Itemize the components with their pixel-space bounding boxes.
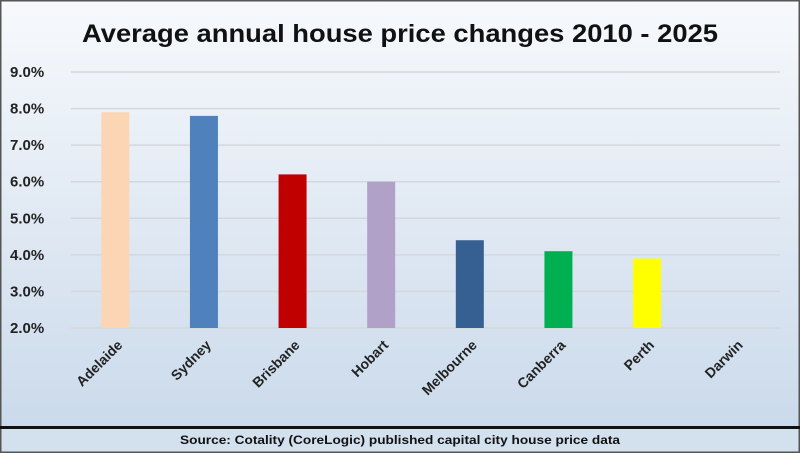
bar-melbourne	[455, 240, 484, 328]
y-axis-ticks: 2.0% 3.0% 4.0% 5.0% 6.0% 7.0% 8.0% 9.0%	[10, 64, 44, 337]
y-tick-label: 4.0%	[10, 247, 44, 264]
y-tick-label: 3.0%	[10, 283, 44, 300]
bar-canberra	[544, 251, 573, 328]
y-tick-label: 5.0%	[10, 210, 44, 227]
gridlines	[71, 71, 780, 329]
footer-background	[1, 429, 799, 452]
y-tick-label: 7.0%	[10, 137, 44, 154]
source-note: Source: Cotality (CoreLogic) published c…	[180, 433, 620, 447]
bar-brisbane	[278, 174, 307, 328]
bars	[101, 112, 662, 328]
y-tick-label: 2.0%	[10, 320, 44, 337]
y-tick-label: 9.0%	[10, 64, 44, 81]
chart-title: Average annual house price changes 2010 …	[82, 20, 718, 48]
footer-divider	[0, 426, 800, 429]
y-tick-label: 8.0%	[10, 101, 44, 118]
bar-perth	[633, 258, 662, 328]
bar-adelaide	[101, 112, 130, 328]
y-tick-label: 6.0%	[10, 174, 44, 191]
bar-hobart	[367, 181, 396, 328]
bar-sydney	[189, 115, 218, 328]
